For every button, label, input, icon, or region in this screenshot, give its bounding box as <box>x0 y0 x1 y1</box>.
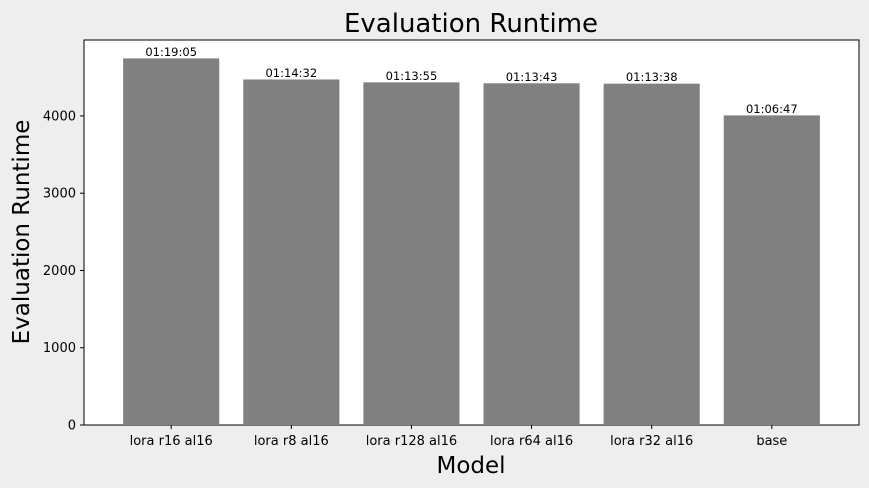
bar <box>723 115 820 425</box>
bar <box>603 83 700 426</box>
x-tick-label: lora r128 al16 <box>366 434 457 449</box>
bar-data-label: 01:14:32 <box>265 66 317 80</box>
y-tick-label: 4000 <box>43 109 76 124</box>
y-axis-ticks: 0 1000 2000 3000 4000 <box>43 109 84 434</box>
bar <box>123 58 220 425</box>
y-tick-label: 0 <box>68 419 76 434</box>
bar <box>363 82 460 425</box>
y-tick-label: 3000 <box>43 187 76 202</box>
bar-data-label: 01:19:05 <box>145 45 197 59</box>
x-axis-ticks: lora r16 al16 lora r8 al16 lora r128 al16 l… <box>130 425 787 449</box>
x-tick-label: lora r8 al16 <box>254 434 329 449</box>
x-tick-label: lora r16 al16 <box>130 434 213 449</box>
bar-data-label: 01:13:55 <box>386 69 438 83</box>
bar-data-label: 01:13:43 <box>506 70 558 84</box>
bar <box>243 79 340 426</box>
x-axis-label: Model <box>436 453 505 479</box>
x-tick-label: base <box>756 434 787 449</box>
bar <box>483 83 580 426</box>
bar-data-label: 01:06:47 <box>746 102 798 116</box>
data-labels-group: 01:19:05 01:14:32 01:13:55 01:13:43 01:13:38… <box>145 45 797 116</box>
chart-title: Evaluation Runtime <box>344 9 598 39</box>
bars-group <box>123 58 820 426</box>
bar-data-label: 01:13:38 <box>626 70 678 84</box>
x-tick-label: lora r64 al16 <box>490 434 573 449</box>
y-tick-label: 2000 <box>43 264 76 279</box>
y-tick-label: 1000 <box>43 341 76 356</box>
y-axis-label: Evaluation Runtime <box>9 120 35 345</box>
x-tick-label: lora r32 al16 <box>610 434 693 449</box>
